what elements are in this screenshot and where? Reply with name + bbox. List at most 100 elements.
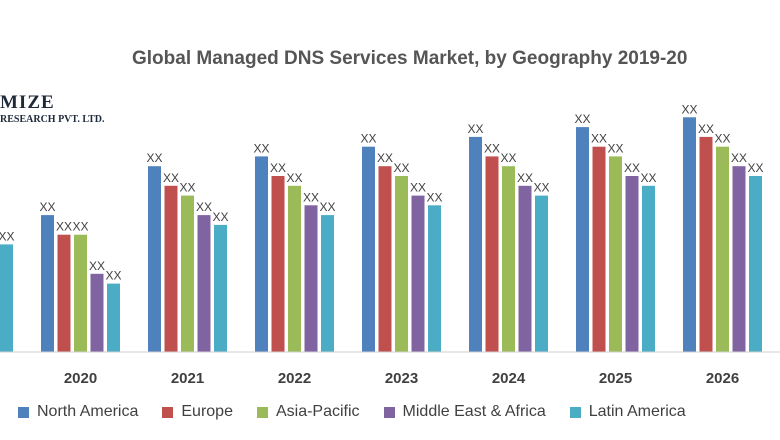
- bar-2026-europe: [699, 136, 713, 352]
- bar-2023-latin-america: [428, 205, 441, 352]
- legend-label: Europe: [181, 403, 233, 420]
- data-label: XX: [484, 141, 500, 155]
- x-tick-label-2024: 2024: [492, 370, 526, 387]
- data-label: XX: [500, 151, 516, 165]
- bar-2022-europe: [271, 176, 285, 352]
- data-label: XX: [212, 210, 228, 224]
- bar-2023-asia-pacific: [395, 176, 408, 352]
- data-label: XX: [72, 220, 88, 234]
- legend-item-middle-east-africa: Middle East & Africa: [383, 403, 546, 421]
- data-label: XX: [360, 132, 376, 146]
- data-label: XX: [105, 269, 121, 283]
- data-label: XX: [574, 112, 590, 126]
- bar-2020-middle-east-africa: [90, 273, 104, 352]
- x-tick-label-2025: 2025: [599, 370, 632, 387]
- data-label: XX: [0, 229, 15, 243]
- data-label: XX: [426, 190, 442, 204]
- legend-label: Asia-Pacific: [275, 403, 360, 420]
- bar-2024-asia-pacific: [502, 166, 515, 352]
- data-label: XX: [56, 220, 72, 234]
- data-label: XX: [624, 161, 640, 175]
- bar-2026-north-america: [683, 117, 696, 352]
- data-label: XX: [270, 161, 286, 175]
- bar-2019-latin-america: [0, 244, 13, 352]
- bar-2026-latin-america: [749, 176, 762, 352]
- bar-2021-europe: [164, 185, 178, 352]
- bar-2025-europe: [592, 146, 606, 352]
- x-tick-label-2021: 2021: [171, 370, 204, 387]
- bar-2024-latin-america: [535, 195, 548, 352]
- bar-2025-latin-america: [642, 185, 655, 352]
- data-label: XX: [410, 181, 426, 195]
- bar-2020-europe: [57, 234, 71, 352]
- data-label: XX: [253, 141, 269, 155]
- legend-label: North America: [37, 403, 139, 420]
- legend-item-north-america: North America: [18, 403, 138, 421]
- data-label: XX: [591, 132, 607, 146]
- legend-label: Latin America: [588, 403, 686, 420]
- data-label: XX: [731, 151, 747, 165]
- bar-2022-middle-east-africa: [304, 205, 318, 352]
- data-label: XX: [681, 102, 697, 116]
- bar-2023-europe: [378, 166, 392, 352]
- bar-2025-north-america: [576, 127, 589, 352]
- data-label: XX: [377, 151, 393, 165]
- legend-swatch: [569, 406, 581, 418]
- bar-2021-asia-pacific: [181, 195, 194, 352]
- data-label: XX: [39, 200, 55, 214]
- data-label: XX: [89, 259, 105, 273]
- legend-item-asia-pacific: Asia-Pacific: [256, 403, 360, 421]
- data-label: XX: [393, 161, 409, 175]
- chart-title: Global Managed DNS Services Market, by G…: [132, 48, 688, 69]
- data-label: XX: [146, 151, 162, 165]
- legend-swatch: [256, 406, 268, 418]
- x-tick-label-2022: 2022: [278, 370, 311, 387]
- legend-swatch: [162, 406, 174, 418]
- bar-2022-asia-pacific: [288, 185, 301, 352]
- data-label: XX: [196, 200, 212, 214]
- data-label: XX: [747, 161, 763, 175]
- data-label: XX: [607, 141, 623, 155]
- bar-2025-asia-pacific: [609, 156, 622, 352]
- x-tick-label-2026: 2026: [706, 370, 739, 387]
- bar-2024-north-america: [469, 136, 482, 352]
- bar-2024-europe: [485, 156, 499, 352]
- bar-2022-latin-america: [321, 215, 334, 352]
- bar-2020-asia-pacific: [74, 234, 87, 352]
- data-label: XX: [286, 171, 302, 185]
- data-label: XX: [179, 181, 195, 195]
- logo-line-2: RESEARCH PVT. LTD.: [0, 114, 105, 125]
- bar-2024-middle-east-africa: [518, 185, 532, 352]
- bar-2022-north-america: [255, 156, 268, 352]
- data-label: XX: [517, 171, 533, 185]
- data-label: XX: [163, 171, 179, 185]
- x-tick-label-2023: 2023: [385, 370, 418, 387]
- data-label: XX: [467, 122, 483, 136]
- data-label: XX: [533, 181, 549, 195]
- bar-2025-middle-east-africa: [625, 176, 639, 352]
- x-tick-labels: 2020 2021 2022 2023 2024 2025 2026: [64, 370, 739, 387]
- bar-2021-middle-east-africa: [197, 215, 211, 352]
- legend-label: Middle East & Africa: [402, 403, 546, 420]
- data-label: XX: [303, 190, 319, 204]
- bar-2023-middle-east-africa: [411, 195, 425, 352]
- bar-2021-latin-america: [214, 224, 227, 352]
- bar-2020-latin-america: [107, 283, 120, 352]
- bar-2020-north-america: [41, 215, 54, 352]
- company-logo: MIZE RESEARCH PVT. LTD.: [0, 92, 104, 125]
- legend-swatch: [383, 406, 395, 418]
- x-tick-label-2020: 2020: [64, 370, 97, 387]
- bar-2026-middle-east-africa: [732, 166, 746, 352]
- data-label: XX: [640, 171, 656, 185]
- data-label: XX: [714, 132, 730, 146]
- legend-item-latin-america: Latin America: [569, 403, 686, 421]
- bar-2026-asia-pacific: [716, 146, 729, 352]
- logo-line-1: MIZE: [0, 92, 55, 113]
- bar-2021-north-america: [148, 166, 161, 352]
- chart-legend: North America Europe Asia-Pacific Middle Ea…: [18, 400, 710, 424]
- data-label: XX: [319, 200, 335, 214]
- legend-item-europe: Europe: [162, 403, 233, 421]
- bar-2023-north-america: [362, 146, 375, 352]
